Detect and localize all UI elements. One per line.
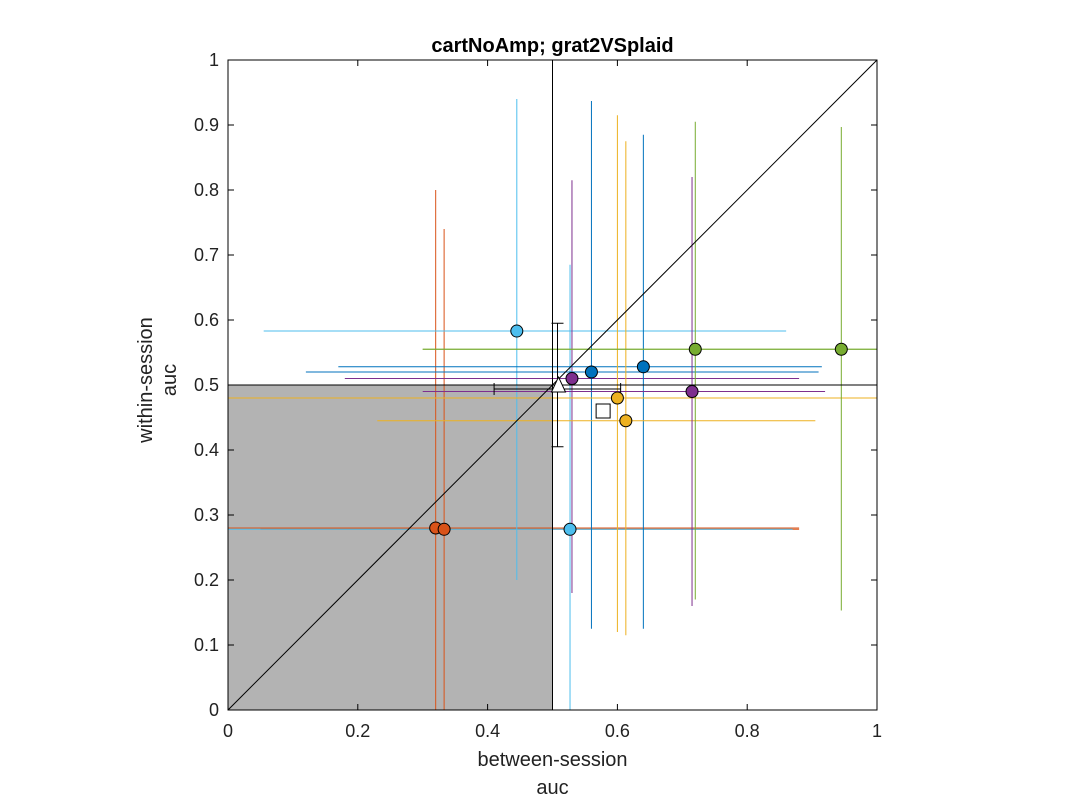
- y-tick-label-5: 0.5: [194, 375, 219, 395]
- mean-triangle-marker: [550, 375, 567, 393]
- y-tick-label-10: 1: [209, 50, 219, 70]
- data-point-3: [563, 522, 577, 536]
- y-tick-label-1: 0.1: [194, 635, 219, 655]
- data-point-1: [437, 522, 451, 536]
- y-tick-label-3: 0.3: [194, 505, 219, 525]
- x-axis-label-line-0: between-session: [477, 749, 627, 771]
- y-axis-label-line-1: auc: [159, 364, 181, 396]
- y-tick-label-9: 0.9: [194, 115, 219, 135]
- data-point-2: [510, 324, 524, 338]
- data-point-11: [834, 342, 848, 356]
- x-axis-label-line-1: auc: [536, 777, 568, 799]
- y-tick-label-0: 0: [209, 700, 219, 720]
- summary-square-marker: [595, 403, 611, 419]
- x-tick-label-1: 0.2: [345, 721, 370, 741]
- chart-title: cartNoAmp; grat2VSplaid: [431, 35, 673, 57]
- plot-area: 0 0.2 0.4 0.6 0.8 1 0 0.1 0.2 0.3 0.4 0.5 0.6 0.7 0.8 0…: [135, 35, 882, 799]
- y-tick-label-7: 0.7: [194, 245, 219, 265]
- data-point-5: [584, 365, 598, 379]
- data-point-4: [565, 372, 579, 385]
- data-point-8: [619, 414, 633, 428]
- x-tick-label-5: 1: [872, 721, 882, 741]
- y-tick-label-8: 0.8: [194, 180, 219, 200]
- data-point-9: [685, 385, 699, 398]
- y-tick-label-4: 0.4: [194, 440, 219, 460]
- y-tick-label-6: 0.6: [194, 310, 219, 330]
- x-tick-label-4: 0.8: [735, 721, 760, 741]
- x-tick-label-3: 0.6: [605, 721, 630, 741]
- data-point-10: [688, 342, 702, 356]
- y-tick-label-2: 0.2: [194, 570, 219, 590]
- data-point-6: [636, 360, 650, 374]
- x-tick-label-2: 0.4: [475, 721, 500, 741]
- data-point-7: [610, 391, 624, 405]
- y-axis-label-line-0: within-session: [135, 317, 157, 444]
- x-tick-label-0: 0: [223, 721, 233, 741]
